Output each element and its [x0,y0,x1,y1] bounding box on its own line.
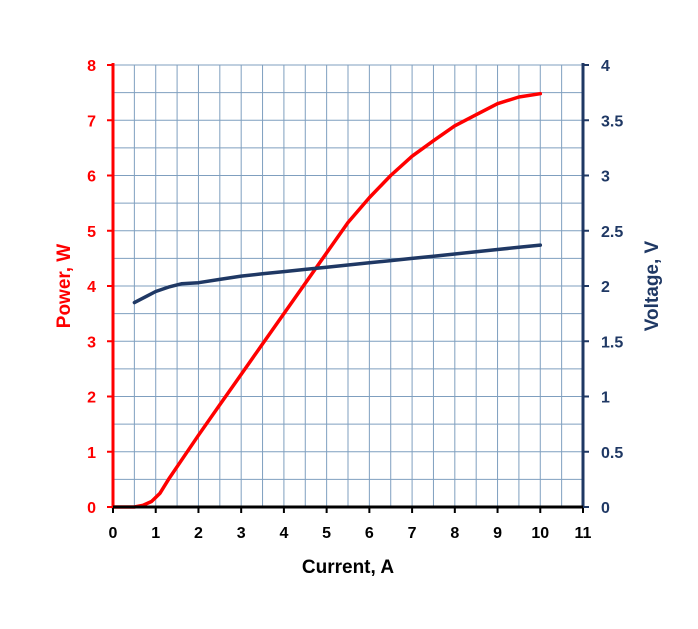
voltage-series-line [132,243,543,305]
right-tick-label: 2 [601,279,610,296]
left-tick-label: 3 [87,334,96,351]
left-axis-title: Power, W [54,244,75,329]
right-tick-label: 2.5 [601,224,623,241]
tick-labels: 0 1 2 3 4 5 6 7 8 9 10 11 0 1 2 3 4 5 6 7 8 0 0.5 1 1.5 2 2.5 3 3.5 4 [87,58,623,542]
left-tick-label: 6 [87,169,96,186]
left-tick-label: 8 [87,58,96,75]
x-tick-label: 3 [237,525,246,542]
right-tick-label: 3 [601,169,610,186]
x-tick-label: 10 [531,525,549,542]
x-tick-label: 6 [365,525,374,542]
grid [113,64,583,507]
x-tick-label: 1 [151,525,160,542]
x-axis-title: Current, A [302,557,394,578]
x-tick-label: 4 [279,525,288,542]
x-tick-label: 9 [493,525,502,542]
power-series-line [111,91,543,509]
x-tick-label: 11 [575,525,592,542]
x-tick-label: 2 [194,525,203,542]
right-tick-label: 0 [601,500,610,517]
right-tick-label: 3.5 [601,113,623,130]
x-tick-label: 5 [322,525,331,542]
x-tick-label: 8 [450,525,459,542]
right-tick-label: 4 [601,58,610,75]
left-tick-label: 0 [87,500,96,517]
left-tick-label: 5 [87,224,96,241]
left-tick-label: 2 [87,390,96,407]
x-tick-label: 7 [408,525,417,542]
x-tick-label: 0 [109,525,118,542]
left-tick-label: 4 [87,279,96,296]
right-tick-label: 0.5 [601,445,623,462]
left-tick-label: 1 [87,445,96,462]
left-tick-label: 7 [87,113,96,130]
right-tick-label: 1 [601,390,610,407]
right-axis-title: Voltage, V [642,240,663,331]
series-group [111,91,543,509]
right-tick-label: 1.5 [601,334,623,351]
